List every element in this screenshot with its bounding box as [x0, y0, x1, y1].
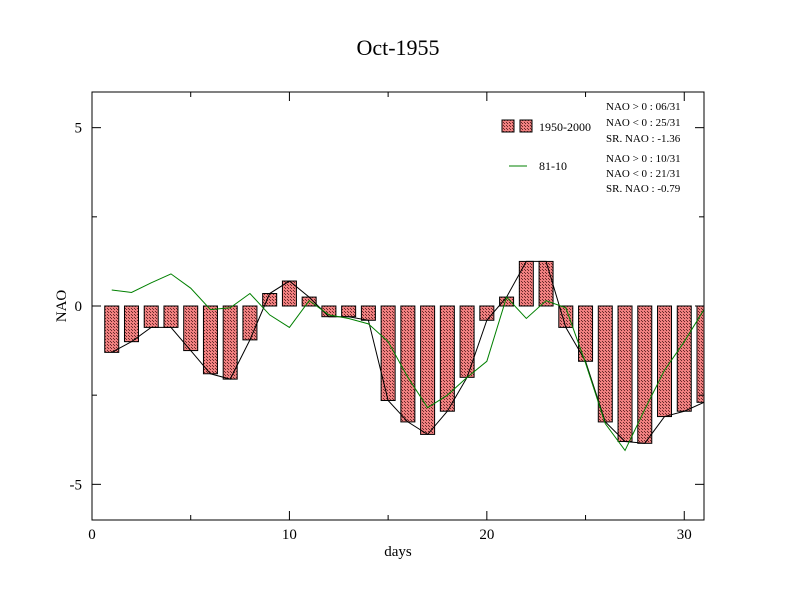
bar [123, 305, 139, 343]
chart-title: Oct-1955 [356, 35, 439, 60]
stat-series2-line3: SR. NAO : -0.79 [606, 183, 681, 195]
bar [420, 305, 436, 435]
bar [242, 305, 258, 341]
bar [222, 305, 238, 380]
x-axis-label: days [384, 544, 412, 560]
bar [360, 305, 376, 321]
x-tick-label: 0 [88, 527, 96, 543]
bar [538, 260, 554, 307]
stat-series1-line2: NAO < 0 : 25/31 [606, 117, 681, 129]
stat-series2-line2: NAO < 0 : 21/31 [606, 168, 681, 180]
x-tick-label: 20 [479, 527, 494, 543]
bar [597, 305, 613, 423]
bar [163, 305, 179, 328]
bar [104, 305, 120, 353]
lines-layer [111, 260, 704, 452]
y-tick-label: 0 [75, 299, 83, 315]
legend-label-series-2: 81-10 [539, 159, 567, 173]
bar [341, 305, 357, 318]
y-tick-label: 5 [75, 121, 83, 137]
stat-series2-line1: NAO > 0 : 10/31 [606, 153, 681, 165]
bar [676, 305, 692, 412]
bar [380, 305, 396, 402]
bar [657, 305, 673, 418]
stat-series1-line1: NAO > 0 : 06/31 [606, 101, 681, 113]
stat-series1-line3: SR. NAO : -1.36 [606, 133, 681, 145]
bar [183, 305, 199, 352]
bar [143, 305, 159, 328]
y-axis-label: NAO [54, 290, 70, 323]
bar [617, 305, 633, 443]
series-1-line [111, 260, 704, 444]
y-tick-label: -5 [70, 477, 83, 493]
bar [696, 305, 704, 403]
legend-bar-swatch-right [519, 119, 533, 133]
legend-bar-swatch-left [501, 119, 515, 133]
bar [400, 305, 416, 423]
axes-layer: 0 10 20 30 -5 0 5 [70, 92, 704, 543]
x-tick-label: 10 [282, 527, 297, 543]
bar [459, 305, 475, 378]
bar [518, 260, 534, 307]
bar [479, 305, 495, 321]
legend-label-series-1: 1950-2000 [539, 120, 591, 134]
bar [637, 305, 653, 444]
bars-layer [104, 260, 704, 444]
legend: 1950-2000 81-10 NAO > 0 : 06/31 NAO < 0 … [501, 101, 681, 195]
series-2-line [111, 273, 704, 452]
bar [202, 305, 218, 375]
x-tick-label: 30 [677, 527, 692, 543]
